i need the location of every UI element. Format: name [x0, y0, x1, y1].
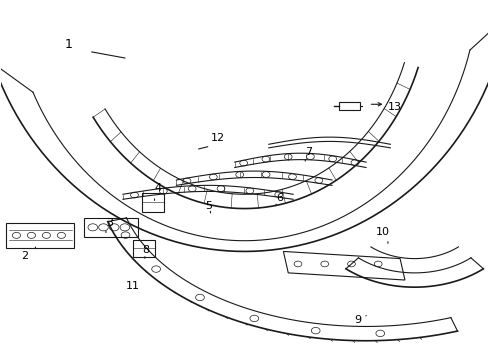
Text: 10: 10 [375, 228, 389, 237]
Text: 11: 11 [125, 281, 139, 291]
Text: 13: 13 [387, 102, 401, 112]
Bar [84, 217, 137, 237]
Text: 9: 9 [353, 315, 360, 325]
Text: 7: 7 [305, 147, 312, 157]
Text: 1: 1 [64, 38, 72, 51]
Bar [339, 103, 359, 111]
Text: 8: 8 [142, 245, 149, 255]
Text: 2: 2 [21, 251, 28, 261]
Bar [132, 240, 154, 257]
Text: 3: 3 [106, 219, 113, 229]
Text: 5: 5 [205, 201, 212, 211]
Bar [6, 223, 74, 248]
Bar [142, 193, 164, 212]
Text: 12: 12 [210, 133, 224, 143]
Text: 6: 6 [276, 193, 283, 203]
Text: 4: 4 [154, 183, 162, 193]
